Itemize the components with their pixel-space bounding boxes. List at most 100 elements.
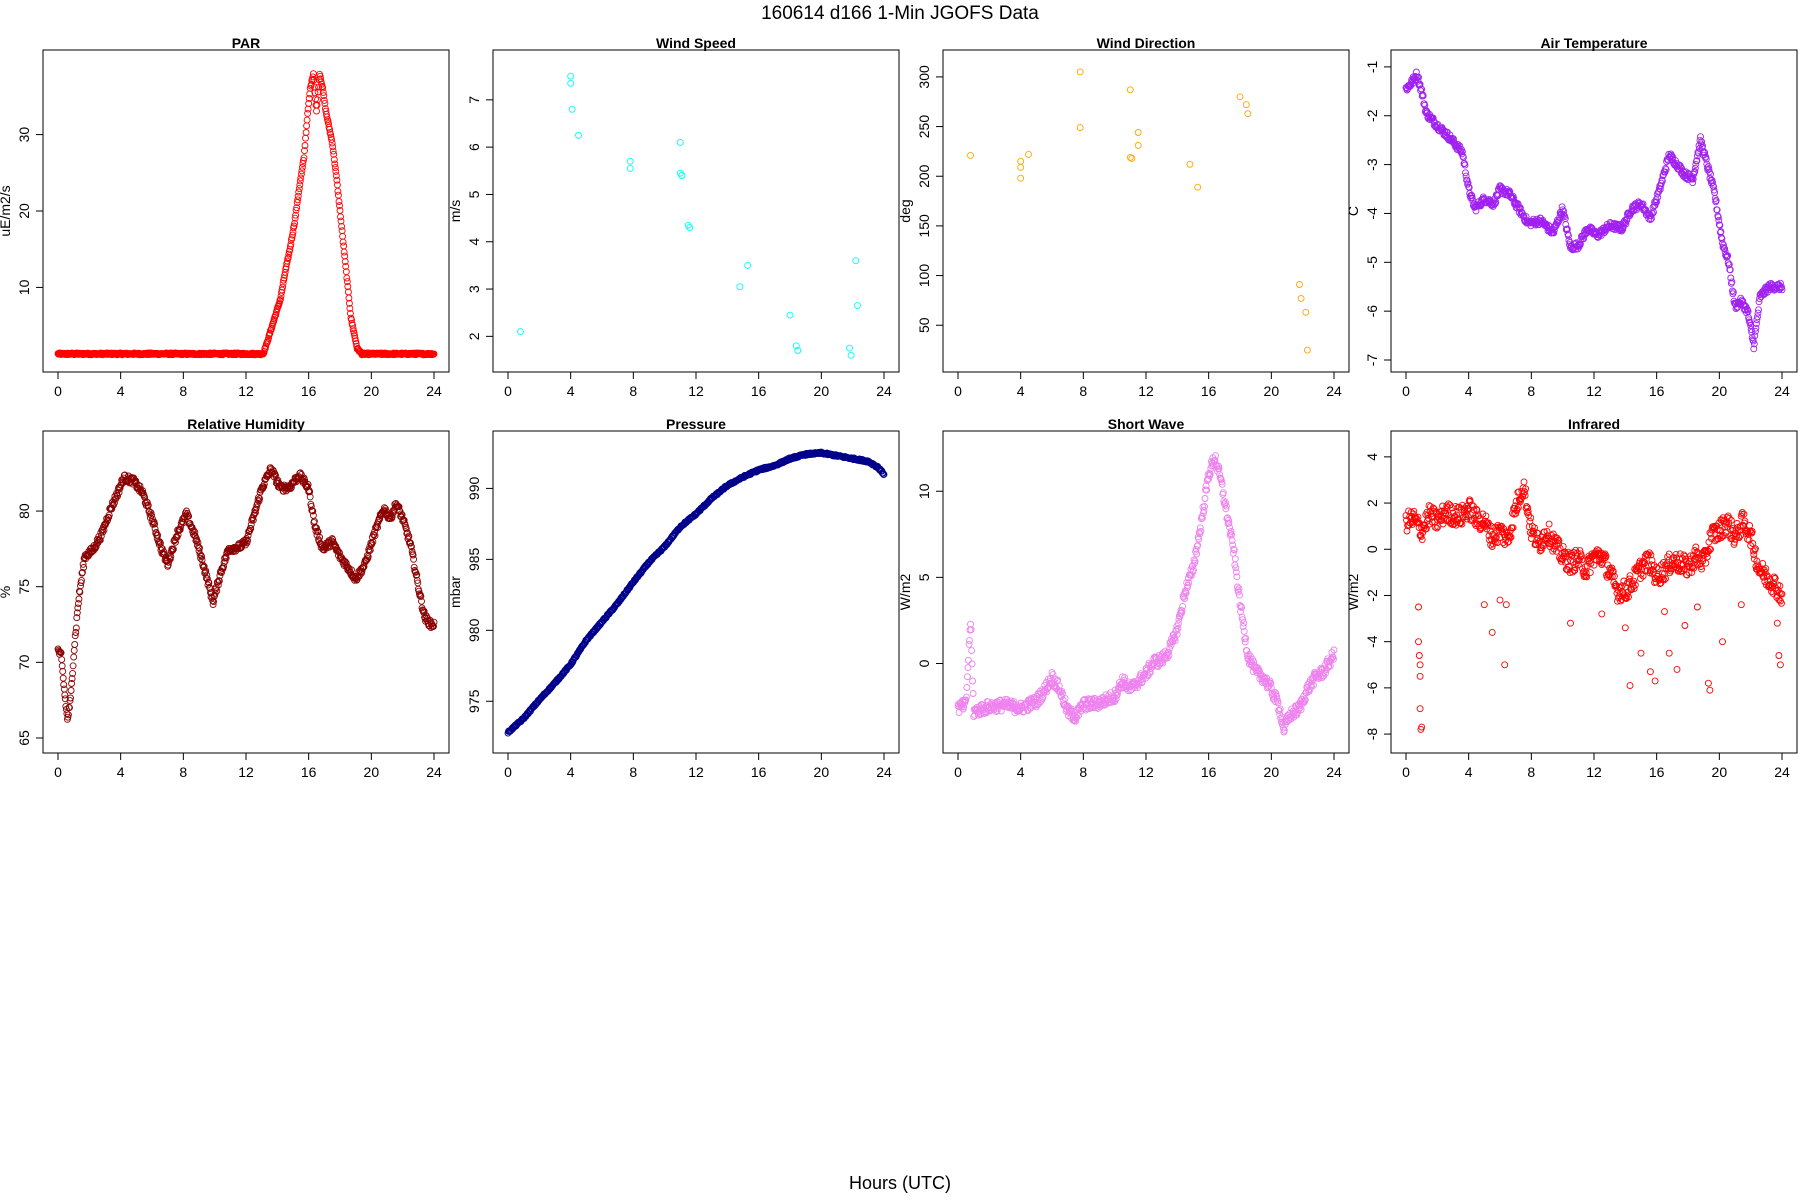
data-point: [1233, 573, 1241, 581]
data-point: [1609, 568, 1617, 575]
data-point: [70, 653, 78, 661]
data-point: [1165, 648, 1172, 656]
data-point: [147, 509, 155, 517]
plot-frame: [492, 49, 900, 373]
data-point: [1296, 281, 1303, 288]
data-point: [1191, 557, 1199, 565]
data-point: [517, 328, 524, 336]
data-point: [1563, 225, 1571, 233]
data-point: [568, 105, 576, 113]
data-point: [1649, 566, 1657, 574]
data-point: [1507, 533, 1515, 541]
data-point: [1752, 320, 1760, 328]
data-point: [786, 311, 794, 319]
data-point: [1172, 626, 1180, 634]
data-point: [1482, 512, 1490, 520]
data-point: [1738, 509, 1746, 516]
data-point: [275, 299, 283, 307]
data-point: [290, 222, 298, 230]
data-point: [151, 525, 159, 533]
data-point: [297, 174, 305, 182]
x-tick-label: 4: [1017, 764, 1025, 780]
data-point: [1514, 504, 1522, 512]
data-point: [68, 675, 76, 683]
data-point: [1502, 601, 1510, 609]
data-point: [1195, 535, 1203, 543]
x-tick-label: 0: [54, 764, 62, 780]
data-point: [1622, 595, 1630, 602]
data-points: [954, 452, 1338, 736]
panel-title: Wind Direction: [1097, 35, 1196, 51]
data-point: [1322, 669, 1330, 677]
data-point: [1630, 585, 1638, 593]
data-point: [1527, 514, 1535, 522]
data-point: [1653, 198, 1661, 206]
y-axis-label: mbar: [447, 576, 463, 608]
data-point: [1025, 150, 1032, 158]
panel-title: Infrared: [1568, 416, 1620, 432]
data-point: [96, 536, 104, 544]
y-tick-label: 7: [466, 96, 482, 104]
data-point: [1244, 110, 1252, 118]
data-point: [173, 533, 180, 540]
data-point: [1330, 646, 1338, 654]
data-point: [1751, 545, 1759, 553]
data-point: [277, 295, 284, 303]
data-point: [198, 556, 206, 564]
data-point: [1193, 550, 1201, 558]
data-points: [54, 464, 438, 723]
data-point: [1073, 713, 1080, 721]
data-point: [960, 703, 968, 711]
data-point: [281, 271, 289, 279]
data-point: [1418, 536, 1426, 544]
data-point: [678, 172, 686, 179]
data-point: [345, 294, 353, 302]
data-point: [338, 227, 346, 235]
data-point: [1701, 153, 1709, 161]
data-point: [110, 499, 118, 507]
data-point: [314, 96, 321, 104]
data-point: [330, 156, 338, 164]
data-point: [366, 546, 374, 554]
data-point: [279, 283, 287, 291]
data-point: [1767, 581, 1774, 588]
data-points: [1402, 478, 1786, 733]
x-tick-label: 4: [1465, 764, 1473, 780]
data-point: [1156, 660, 1164, 668]
data-point: [794, 347, 802, 354]
data-point: [1239, 623, 1247, 630]
x-tick-label: 8: [179, 383, 187, 399]
data-point: [1514, 201, 1522, 208]
x-tick-label: 8: [629, 383, 637, 399]
data-point: [1775, 652, 1783, 659]
data-point: [1583, 573, 1591, 581]
data-point: [1120, 676, 1128, 684]
data-point: [1275, 707, 1283, 714]
x-tick-label: 16: [1649, 383, 1665, 399]
y-tick-label: 3: [466, 285, 482, 293]
data-point: [1516, 204, 1524, 212]
data-point: [61, 695, 69, 703]
data-point: [244, 537, 252, 544]
x-tick-label: 4: [117, 383, 125, 399]
data-point: [1165, 652, 1173, 659]
data-point: [110, 496, 118, 504]
data-point: [339, 238, 347, 246]
data-point: [283, 260, 291, 268]
data-point: [1728, 278, 1736, 286]
data-point: [1665, 550, 1673, 558]
data-point: [1749, 547, 1757, 555]
data-point: [1746, 522, 1754, 529]
data-point: [1273, 692, 1281, 700]
plot-frame: [42, 430, 450, 754]
data-point: [267, 326, 274, 334]
data-point: [1416, 661, 1424, 669]
data-point: [297, 170, 305, 178]
data-point: [992, 708, 1000, 716]
y-axis-label: uE/m2/s: [0, 185, 13, 236]
data-point: [1186, 160, 1194, 168]
data-point: [1470, 506, 1478, 514]
data-point: [1755, 306, 1762, 314]
data-point: [1439, 502, 1447, 510]
data-point: [71, 632, 79, 640]
